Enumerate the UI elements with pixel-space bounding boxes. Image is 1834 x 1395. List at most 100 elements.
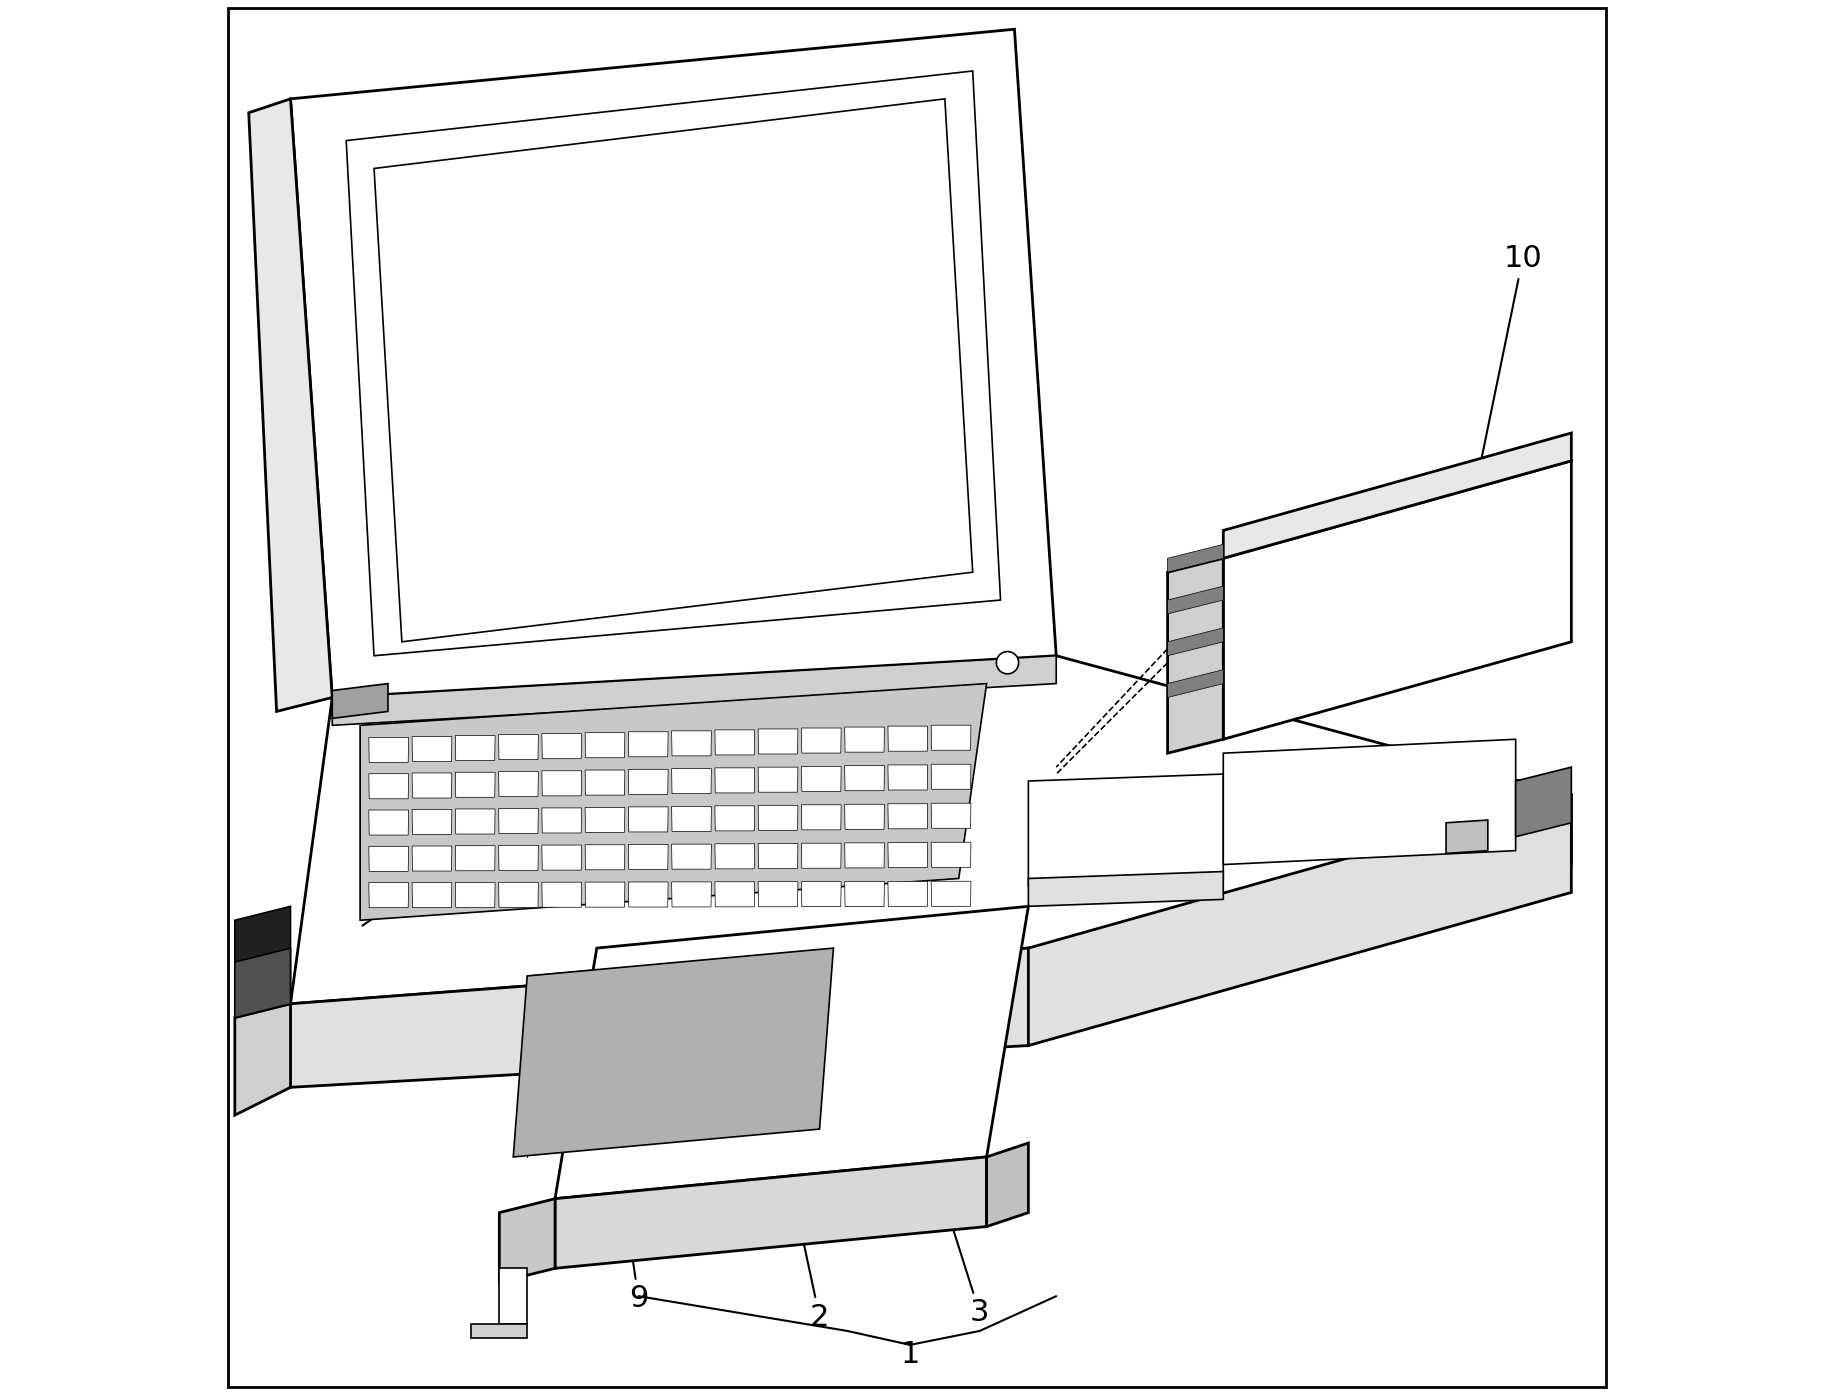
Polygon shape — [499, 809, 539, 833]
Polygon shape — [1515, 767, 1572, 837]
Polygon shape — [235, 907, 290, 1018]
Polygon shape — [1029, 872, 1223, 907]
Polygon shape — [671, 769, 712, 794]
Polygon shape — [1445, 820, 1487, 854]
Polygon shape — [455, 773, 495, 798]
Polygon shape — [585, 732, 625, 757]
Polygon shape — [359, 684, 987, 921]
Polygon shape — [290, 949, 1029, 1087]
Polygon shape — [369, 847, 409, 872]
Polygon shape — [1168, 670, 1223, 698]
Polygon shape — [1168, 628, 1223, 656]
Polygon shape — [845, 766, 884, 791]
Polygon shape — [987, 1143, 1029, 1226]
Polygon shape — [629, 844, 668, 869]
Polygon shape — [801, 805, 842, 830]
Polygon shape — [369, 738, 409, 763]
Polygon shape — [332, 684, 389, 718]
Polygon shape — [514, 949, 833, 1156]
Polygon shape — [671, 844, 712, 869]
Polygon shape — [413, 845, 451, 870]
Polygon shape — [715, 806, 754, 831]
Polygon shape — [932, 804, 970, 829]
Polygon shape — [801, 766, 842, 791]
Polygon shape — [888, 804, 928, 829]
Polygon shape — [413, 737, 451, 762]
Polygon shape — [499, 735, 539, 760]
Polygon shape — [499, 882, 539, 907]
Polygon shape — [541, 882, 581, 907]
Polygon shape — [801, 882, 842, 907]
Polygon shape — [888, 764, 928, 790]
Polygon shape — [413, 809, 451, 834]
Polygon shape — [888, 727, 928, 751]
Polygon shape — [235, 1004, 290, 1115]
Polygon shape — [541, 808, 581, 833]
Polygon shape — [585, 808, 625, 833]
Polygon shape — [845, 843, 884, 868]
Text: 5: 5 — [752, 307, 983, 377]
Polygon shape — [1029, 795, 1572, 1046]
Polygon shape — [1168, 558, 1223, 753]
Polygon shape — [541, 845, 581, 870]
Polygon shape — [541, 771, 581, 795]
Text: 9: 9 — [618, 1159, 647, 1314]
Polygon shape — [715, 730, 754, 755]
Polygon shape — [585, 845, 625, 870]
Polygon shape — [556, 907, 1029, 1198]
Polygon shape — [290, 656, 1572, 1004]
Text: 7: 7 — [363, 850, 460, 926]
Polygon shape — [845, 882, 884, 907]
Polygon shape — [499, 771, 539, 797]
Text: 3: 3 — [917, 1117, 989, 1328]
Polygon shape — [757, 882, 798, 907]
Polygon shape — [1029, 774, 1223, 886]
Polygon shape — [541, 734, 581, 759]
Polygon shape — [455, 735, 495, 760]
Polygon shape — [932, 843, 970, 868]
Polygon shape — [845, 805, 884, 829]
Polygon shape — [374, 99, 972, 642]
Polygon shape — [369, 774, 409, 799]
Polygon shape — [556, 1156, 987, 1268]
Polygon shape — [585, 770, 625, 795]
Polygon shape — [455, 845, 495, 870]
Polygon shape — [471, 1324, 526, 1338]
Polygon shape — [801, 728, 842, 753]
Polygon shape — [888, 882, 928, 907]
Polygon shape — [369, 883, 409, 908]
Polygon shape — [1223, 739, 1515, 865]
Polygon shape — [1223, 432, 1572, 558]
Polygon shape — [629, 882, 668, 907]
Polygon shape — [455, 883, 495, 908]
Polygon shape — [715, 882, 754, 907]
Polygon shape — [932, 764, 970, 790]
Polygon shape — [757, 767, 798, 792]
Polygon shape — [1168, 544, 1223, 572]
Text: 10: 10 — [1471, 244, 1542, 491]
Polygon shape — [715, 844, 754, 869]
Polygon shape — [629, 769, 668, 794]
Polygon shape — [757, 844, 798, 869]
Polygon shape — [715, 767, 754, 792]
Polygon shape — [235, 949, 290, 1018]
Polygon shape — [932, 725, 970, 751]
Polygon shape — [845, 727, 884, 752]
Polygon shape — [455, 809, 495, 834]
Polygon shape — [585, 882, 625, 907]
Polygon shape — [801, 843, 842, 868]
Polygon shape — [332, 656, 1056, 725]
Polygon shape — [290, 29, 1056, 697]
Polygon shape — [499, 845, 539, 870]
Text: 1: 1 — [900, 1341, 919, 1368]
Polygon shape — [499, 1198, 556, 1282]
Polygon shape — [671, 731, 712, 756]
Polygon shape — [888, 843, 928, 868]
Circle shape — [996, 651, 1018, 674]
Polygon shape — [1168, 586, 1223, 614]
Polygon shape — [757, 805, 798, 830]
Polygon shape — [369, 810, 409, 836]
Polygon shape — [413, 883, 451, 908]
Polygon shape — [1223, 460, 1572, 739]
Polygon shape — [757, 730, 798, 755]
